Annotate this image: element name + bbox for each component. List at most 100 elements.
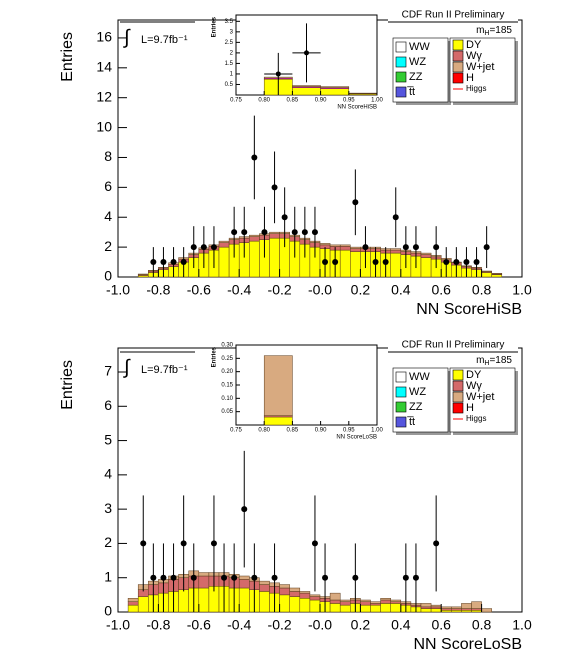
data-point: [402, 244, 409, 251]
data-point: [231, 574, 238, 581]
x-tick-label: 0.85: [287, 98, 299, 104]
bin-bar: [390, 603, 402, 613]
data-point: [170, 574, 177, 581]
bin-bar: [299, 591, 311, 594]
x-tick-label: -0.8: [146, 617, 170, 633]
x-tick-label: 0.90: [315, 98, 327, 104]
bin-bar: [451, 606, 462, 609]
x-tick-label: -0.6: [187, 282, 211, 298]
bin-bar: [370, 603, 381, 606]
data-point: [453, 259, 460, 266]
legend-swatch: [452, 391, 464, 403]
bin-bar: [440, 610, 452, 613]
data-point: [352, 574, 359, 581]
bin-bar: [491, 273, 503, 275]
data-point: [170, 259, 177, 266]
x-tick-label: 0.8: [472, 617, 492, 633]
y-tick-label: 1: [104, 568, 112, 584]
integral-sign: ∫: [123, 26, 131, 48]
x-tick-label: -0.2: [268, 617, 292, 633]
bin-bar: [350, 246, 361, 249]
bin-bar: [451, 610, 462, 613]
bin-bar: [238, 587, 250, 613]
mass-text: =185: [489, 25, 512, 36]
inset-y-label: Entries: [212, 16, 218, 37]
inset-x-label: NN ScoreHiSB: [337, 105, 377, 111]
x-tick-label: -1.0: [106, 282, 130, 298]
legend-swatch: [395, 86, 407, 98]
bin-bar: [390, 249, 402, 254]
x-tick-label: -0.2: [268, 282, 292, 298]
legend-swatch: [452, 39, 464, 51]
x-tick-label: 0.4: [391, 617, 411, 633]
data-point: [180, 259, 187, 266]
y-tick-label: 5: [104, 431, 112, 447]
data-point: [412, 244, 419, 251]
mass-text: =185: [489, 355, 512, 366]
data-point: [311, 229, 318, 236]
y-tick-label: 3: [230, 29, 234, 35]
bin-bar: [380, 598, 391, 601]
data-point: [291, 229, 298, 236]
mass-sub: H: [484, 360, 489, 367]
bin-bar: [390, 599, 402, 602]
y-tick-label: 0: [104, 268, 112, 284]
x-tick-label: 0.90: [315, 428, 327, 434]
bin-bar: [259, 584, 270, 592]
bin-bar: [370, 604, 381, 613]
y-tick-label: 0.15: [221, 383, 233, 389]
data-point: [150, 574, 157, 581]
data-point: [473, 259, 480, 266]
y-tick-label: 0.25: [221, 356, 233, 362]
data-point: [251, 154, 258, 161]
y-tick-label: 6: [104, 178, 112, 194]
legend-label: WW: [409, 371, 430, 383]
bin-bar: [451, 608, 462, 611]
bin-bar: [218, 246, 230, 278]
x-tick-label: 0.75: [230, 98, 242, 104]
bin-bar: [263, 416, 293, 426]
bin-bar: [329, 592, 341, 601]
bin-bar: [269, 231, 280, 234]
bin-bar: [440, 608, 452, 611]
legend-swatch: [395, 71, 407, 83]
bin-bar: [360, 601, 371, 606]
lumi-label: L=9.7fb⁻¹: [141, 364, 188, 376]
x-tick-label: 0.6: [431, 282, 451, 298]
data-point: [210, 244, 217, 251]
x-tick-label: -0.8: [146, 282, 170, 298]
data-point: [160, 259, 167, 266]
inset-frame: [235, 344, 378, 426]
y-tick-label: 2.5: [225, 40, 234, 46]
bin-bar: [259, 591, 270, 613]
y-tick-label: 6: [104, 397, 112, 413]
data-point: [271, 574, 278, 581]
header-box: [388, 7, 518, 22]
legend-label: WZ: [409, 56, 426, 68]
y-tick-label: 16: [96, 29, 112, 45]
legend-swatch: [395, 416, 407, 428]
header-label: CDF Run II Preliminary: [402, 340, 505, 351]
bin-bar: [309, 599, 321, 613]
y-tick-label: 2: [104, 534, 112, 550]
bin-bar: [198, 587, 210, 613]
bin-bar: [390, 248, 402, 251]
mass-label: mH=185: [476, 355, 512, 367]
bin-bar: [309, 594, 321, 597]
x-tick-label: 0.6: [431, 617, 451, 633]
legend-swatch: [452, 50, 464, 62]
x-tick-label: 0.95: [343, 98, 355, 104]
bin-bar: [471, 608, 482, 611]
x-tick-label: 1.0: [512, 282, 532, 298]
x-tick-label: -0.4: [227, 617, 251, 633]
bin-bar: [127, 604, 139, 613]
data-point: [251, 574, 258, 581]
inset-x-label: NN ScoreLoSB: [336, 435, 377, 441]
legend-label: ZZ: [409, 401, 423, 413]
bin-bar: [420, 606, 432, 609]
y-tick-label: 8: [104, 148, 112, 164]
legend-swatch: [395, 401, 407, 413]
bin-bar: [420, 603, 432, 608]
y-axis-label: Entries: [59, 360, 76, 410]
bin-bar: [218, 242, 230, 248]
